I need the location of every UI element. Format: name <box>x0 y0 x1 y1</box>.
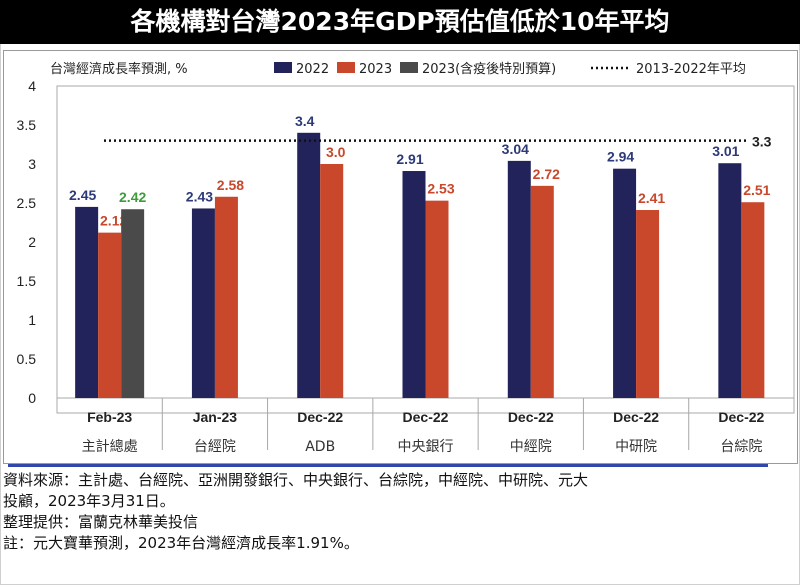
y-tick-label: 3.5 <box>17 117 37 133</box>
remark-note: 註：元大寶華預測，2023年台灣經濟成長率1.91%。 <box>3 534 359 552</box>
data-label: 2.41 <box>638 190 665 206</box>
source-note-line-2: 投顧，2023年3月31日。 <box>3 492 175 510</box>
y-tick-label: 1.5 <box>17 273 37 289</box>
bar-2 <box>320 164 344 398</box>
source-note-line-1: 資料來源：主計處、台經院、亞洲開發銀行、中央銀行、台綜院，中經院、中研院、元大 <box>3 471 589 489</box>
bar-1 <box>613 168 637 398</box>
data-label: 3.04 <box>502 141 529 157</box>
data-label: 2.12 <box>100 213 127 229</box>
footnotes: 資料來源：主計處、台經院、亞洲開發銀行、中央銀行、台綜院，中經院、中研院、元大 … <box>3 470 798 554</box>
data-label: 2.42 <box>119 189 146 205</box>
y-tick-label: 2 <box>28 234 36 250</box>
data-label: 2.91 <box>396 151 423 167</box>
divider-line <box>8 464 768 467</box>
x-tick-date: Dec-22 <box>718 409 764 425</box>
bar-3 <box>121 209 145 398</box>
x-tick-date: Dec-22 <box>403 409 449 425</box>
x-tick-source: 台經院 <box>194 439 236 455</box>
x-tick-source: 中研院 <box>615 439 657 455</box>
legend-label-3: 2023(含疫後特別預算) <box>422 61 556 77</box>
bar-1 <box>297 132 321 399</box>
bar-1 <box>718 163 742 398</box>
y-tick-label: 1 <box>28 312 36 328</box>
x-tick-source: 中經院 <box>510 439 552 455</box>
legend-swatch-2 <box>337 62 355 73</box>
x-tick-date: Jan-23 <box>193 409 238 425</box>
y-tick-label: 0 <box>28 390 36 406</box>
y-tick-label: 4 <box>28 78 36 94</box>
x-tick-source: 台綜院 <box>720 439 762 455</box>
bar-1 <box>507 160 531 398</box>
data-label: 2.53 <box>427 181 454 197</box>
x-tick-date: Dec-22 <box>613 409 659 425</box>
x-tick-date: Feb-23 <box>87 409 132 425</box>
legend-label-average: 2013-2022年平均 <box>636 62 746 77</box>
x-tick-source: 主計總處 <box>82 438 138 455</box>
bar-2 <box>741 202 765 398</box>
bar-2 <box>530 185 554 398</box>
x-tick-date: Dec-22 <box>297 409 343 425</box>
data-label: 2.58 <box>217 177 244 193</box>
data-label: 3.4 <box>295 113 315 129</box>
y-tick-label: 0.5 <box>17 351 37 367</box>
plot-border <box>56 85 795 414</box>
bar-2 <box>98 232 122 398</box>
data-label: 2.72 <box>533 166 560 182</box>
legend-label-1: 2022 <box>296 62 329 77</box>
legend-swatch-1 <box>274 62 292 73</box>
bar-1 <box>75 206 99 398</box>
chart-area: 0 0.5 1 1.5 2 2.5 3 3.5 4 台灣經濟成長率預測, % 2022 2023 202… <box>3 50 798 464</box>
x-tick-source: ADB <box>305 439 335 455</box>
x-tick-source: 中央銀行 <box>398 439 454 455</box>
y-tick-label: 3 <box>28 156 36 172</box>
bar-1 <box>402 171 426 398</box>
bar-2 <box>636 210 660 398</box>
provider-note: 整理提供：富蘭克林華美投信 <box>3 513 199 531</box>
y-axis-label: 台灣經濟成長率預測, % <box>50 61 188 77</box>
data-label: 3.01 <box>712 143 739 159</box>
data-label: 2.45 <box>69 187 96 203</box>
bar-1 <box>191 208 215 398</box>
legend-swatch-3 <box>400 62 418 73</box>
y-tick-label: 2.5 <box>17 195 37 211</box>
x-tick-date: Dec-22 <box>508 409 554 425</box>
data-label: 2.51 <box>743 182 770 198</box>
data-label: 2.43 <box>186 188 213 204</box>
data-label: 3.0 <box>326 144 346 160</box>
data-label: 2.94 <box>607 149 634 165</box>
legend-label-2: 2023 <box>359 62 392 77</box>
bar-2 <box>425 200 449 398</box>
bar-2 <box>214 196 238 398</box>
chart-title: 各機構對台灣2023年GDP預估值低於10年平均 <box>0 0 800 44</box>
average-line-label: 3.3 <box>752 134 772 150</box>
